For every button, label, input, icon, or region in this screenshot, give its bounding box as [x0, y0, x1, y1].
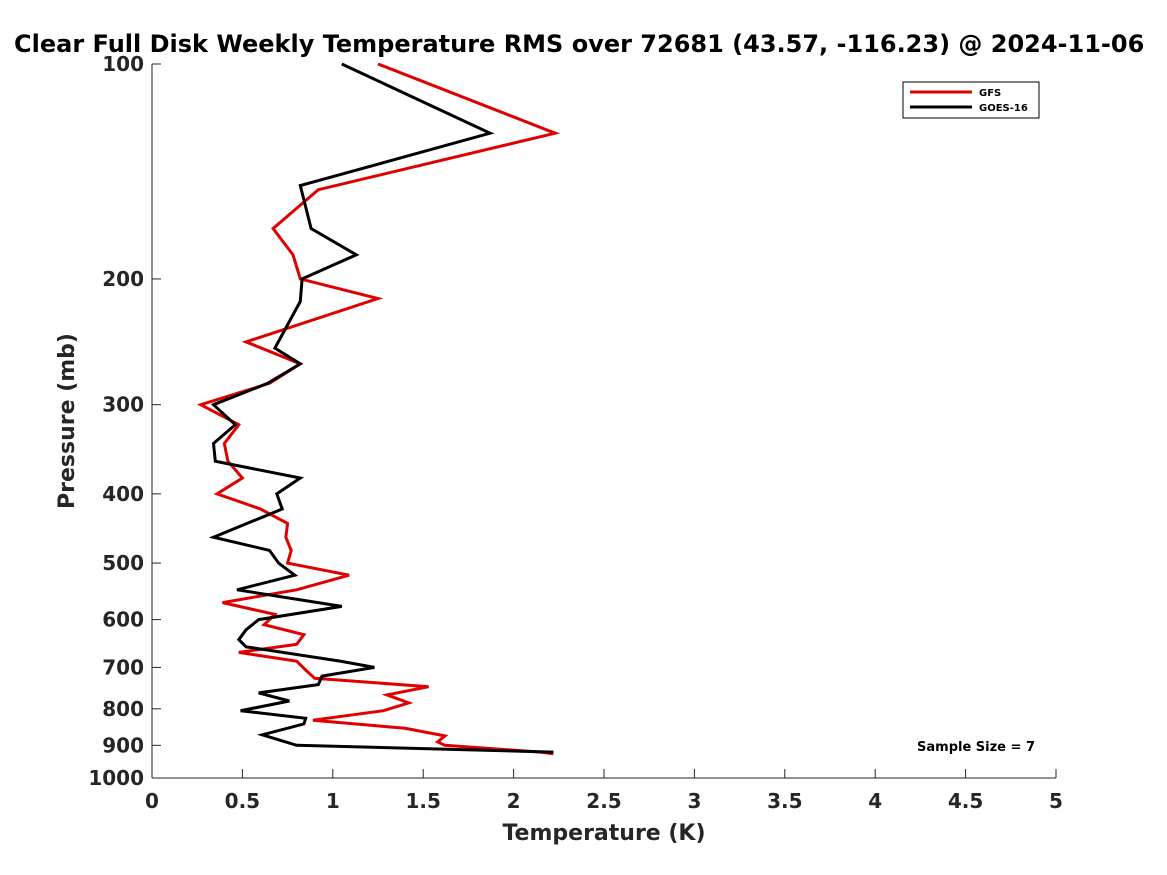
x-tick-label: 0.5: [225, 789, 260, 813]
sample-size-annotation: Sample Size = 7: [917, 740, 1035, 755]
legend-label-goes-16: GOES-16: [979, 103, 1028, 114]
chart-title: Clear Full Disk Weekly Temperature RMS o…: [14, 30, 1144, 58]
x-tick-label: 2: [507, 789, 521, 813]
x-tick-label: 0: [145, 789, 159, 813]
series-lines: [196, 62, 561, 756]
legend: GFS GOES-16: [902, 81, 1040, 119]
legend-label-gfs: GFS: [979, 88, 1001, 99]
y-tick-label: 600: [102, 608, 144, 632]
y-ticks: 100 200 300 400 500 600 700 800 900 1000: [88, 52, 161, 790]
y-tick-label: 500: [102, 551, 144, 575]
y-tick-label: 900: [102, 733, 144, 757]
x-tick-label: 1.5: [405, 789, 440, 813]
x-tick-label: 3: [687, 789, 701, 813]
y-tick-label: 1000: [88, 766, 144, 790]
y-axis-label: Pressure (mb): [55, 333, 80, 509]
plot-area: 0 0.5 1 1.5 2 2.5 3 3.5 4 4.5 5 100 200 300 400 500 600…: [88, 52, 1063, 813]
legend-box: [902, 81, 1040, 119]
x-axis-label: Temperature (K): [502, 821, 705, 846]
x-tick-label: 4: [868, 789, 882, 813]
y-tick-label: 300: [102, 393, 144, 417]
series-line-gfs: [196, 62, 561, 756]
x-tick-label: 2.5: [586, 789, 621, 813]
y-tick-label: 100: [102, 52, 144, 76]
x-tick-label: 1: [326, 789, 340, 813]
x-tick-label: 4.5: [948, 789, 983, 813]
x-tick-label: 3.5: [767, 789, 802, 813]
y-tick-label: 400: [102, 482, 144, 506]
x-ticks: 0 0.5 1 1.5 2 2.5 3 3.5 4 4.5 5: [145, 769, 1063, 813]
y-tick-label: 800: [102, 697, 144, 721]
y-tick-label: 700: [102, 655, 144, 679]
y-tick-label: 200: [102, 267, 144, 291]
x-tick-label: 5: [1049, 789, 1063, 813]
series-line-goes-16: [208, 62, 554, 754]
